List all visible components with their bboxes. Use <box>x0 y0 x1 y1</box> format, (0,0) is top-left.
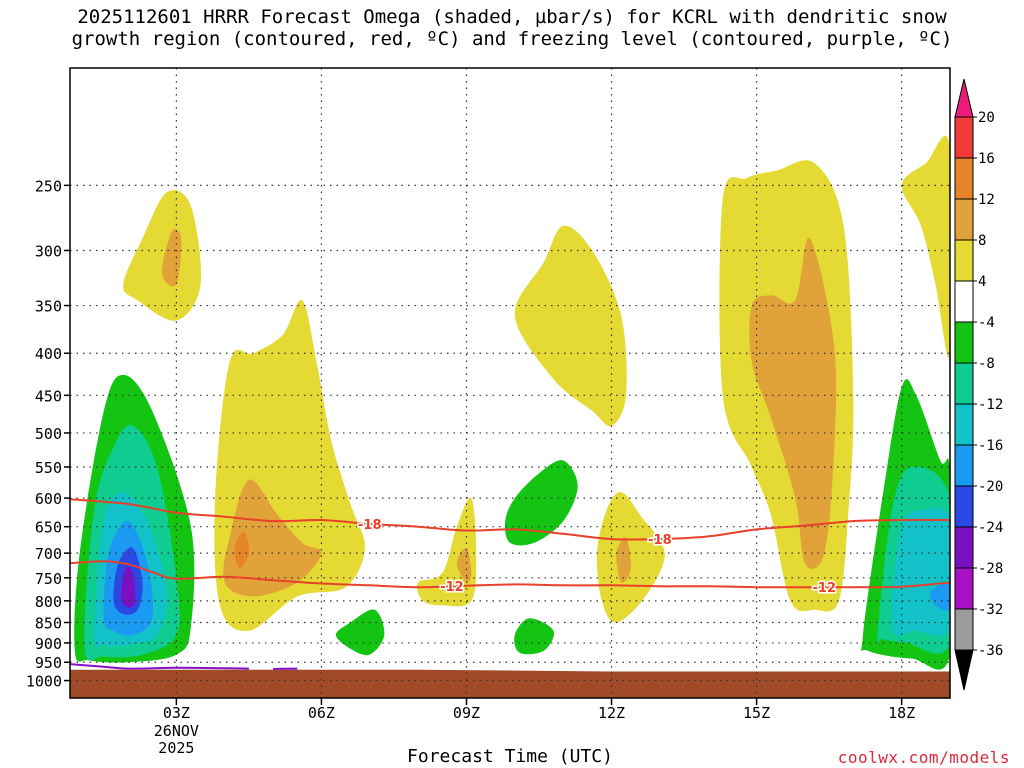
omega-region-11 <box>234 532 250 569</box>
x-tick-label-18Z: 18Z <box>888 704 915 722</box>
contour-label--18-2: -18 <box>648 533 672 548</box>
y-tick-label-950: 950 <box>35 654 62 672</box>
omega-region-15 <box>514 225 627 427</box>
y-tick-label-600: 600 <box>35 490 62 508</box>
colorbar-swatch--36-to--32 <box>954 608 974 651</box>
omega-region-17 <box>596 492 665 623</box>
colorbar-swatch--32-to--28 <box>954 567 974 610</box>
colorbar-label--32: -32 <box>978 602 1003 618</box>
omega-region-6 <box>120 566 136 608</box>
contour-line-dendritic--12 <box>70 560 950 589</box>
y-tick-label-250: 250 <box>35 177 62 195</box>
omega-region-7 <box>123 190 202 321</box>
y-tick-label-500: 500 <box>35 425 62 443</box>
contour-label--18-1: -18 <box>358 518 382 533</box>
colorbar-label--24: -24 <box>978 520 1003 536</box>
y-tick-label-350: 350 <box>35 298 62 316</box>
chart-title-line-2: growth region (contoured, red, ºC) and f… <box>71 28 953 50</box>
y-tick-label-400: 400 <box>35 345 62 363</box>
terrain-layer <box>70 669 950 698</box>
colorbar-label-4: 4 <box>978 274 986 290</box>
y-tick-label-650: 650 <box>35 519 62 537</box>
omega-shading-layer <box>74 135 950 670</box>
x-tick-date: 26NOV <box>154 722 199 740</box>
omega-region-21 <box>749 237 837 569</box>
axis-layer: 250 300 350 400 450 500 550 600 650 700 750 800 850 9… <box>26 177 915 757</box>
colorbar-swatch-4-to-8 <box>954 239 974 282</box>
y-tick-label-300: 300 <box>35 242 62 260</box>
contour-line-dendritic--18 <box>70 498 950 541</box>
y-tick-label-700: 700 <box>35 545 62 563</box>
x-tick-label-15Z: 15Z <box>743 704 770 722</box>
chart-title: 2025112601 HRRR Forecast Omega (shaded, … <box>0 6 1024 50</box>
x-axis-label: Forecast Time (UTC) <box>407 746 613 767</box>
colorbar-swatch--28-to--24 <box>954 526 974 569</box>
omega-region-16 <box>504 460 578 546</box>
y-tick-label-850: 850 <box>35 615 62 633</box>
omega-region-22 <box>901 135 950 358</box>
colorbar-swatch--8-to--4 <box>954 321 974 364</box>
y-tick-label-450: 450 <box>35 387 62 405</box>
colorbar-swatch--16-to--12 <box>954 403 974 446</box>
y-tick-label-1000: 1000 <box>26 673 62 691</box>
chart-title-line-1: 2025112601 HRRR Forecast Omega (shaded, … <box>77 6 947 28</box>
omega-region-18 <box>616 537 632 583</box>
plot-frame <box>69 67 951 699</box>
colorbar-label--16: -16 <box>978 438 1003 454</box>
colorbar-swatch--4-to-4 <box>954 280 974 323</box>
colorbar-label-16: 16 <box>978 151 995 167</box>
colorbar-label-12: 12 <box>978 192 995 208</box>
colorbar-label--12: -12 <box>978 397 1003 413</box>
contour-line-freezing-level <box>70 663 249 670</box>
x-tick-year: 2025 <box>158 739 194 757</box>
colorbar-swatch--24-to--20 <box>954 485 974 528</box>
colorbar-label--36: -36 <box>978 643 1003 659</box>
terrain-ground <box>70 669 950 698</box>
colorbar-swatch--12-to--8 <box>954 362 974 405</box>
omega-region-10 <box>223 479 322 597</box>
y-tick-label-750: 750 <box>35 570 62 588</box>
colorbar-swatch-8-to-12 <box>954 198 974 241</box>
colorbar-min-triangle <box>954 649 974 691</box>
colorbar-label-8: 8 <box>978 233 986 249</box>
y-tick-label-550: 550 <box>35 459 62 477</box>
grid-layer <box>70 68 950 698</box>
omega-region-26 <box>929 581 950 612</box>
omega-region-19 <box>514 618 555 655</box>
omega-region-12 <box>335 609 385 656</box>
x-tick-label-03Z: 03Z <box>163 704 190 722</box>
x-tick-label-06Z: 06Z <box>308 704 335 722</box>
contour-label--12-2: -12 <box>813 581 837 596</box>
x-tick-label-12Z: 12Z <box>598 704 625 722</box>
y-tick-label-800: 800 <box>35 593 62 611</box>
colorbar-label--4: -4 <box>978 315 995 331</box>
colorbar-label--20: -20 <box>978 479 1003 495</box>
colorbar-max-triangle <box>954 78 974 118</box>
colorbar-label--28: -28 <box>978 561 1003 577</box>
colorbar-label--8: -8 <box>978 356 995 372</box>
colorbar-label-20: 20 <box>978 110 995 126</box>
omega-region-14 <box>456 547 472 583</box>
x-tick-label-09Z: 09Z <box>453 704 480 722</box>
credit-link[interactable]: coolwx.com/models <box>837 748 1010 767</box>
contour-layer: -18 -18 -12 -12 <box>70 498 950 670</box>
colorbar-swatch-12-to-16 <box>954 157 974 200</box>
contour-label--12-1: -12 <box>440 580 464 595</box>
plot-border <box>69 67 951 699</box>
y-tick-label-900: 900 <box>35 635 62 653</box>
colorbar: 20 16 12 8 4 -4 -8 -12 -16 -20 -24 -28 -32 -36 <box>954 78 1003 691</box>
colorbar-swatch--20-to--16 <box>954 444 974 487</box>
omega-region-13 <box>416 497 477 607</box>
colorbar-swatch-16-to-20 <box>954 116 974 159</box>
